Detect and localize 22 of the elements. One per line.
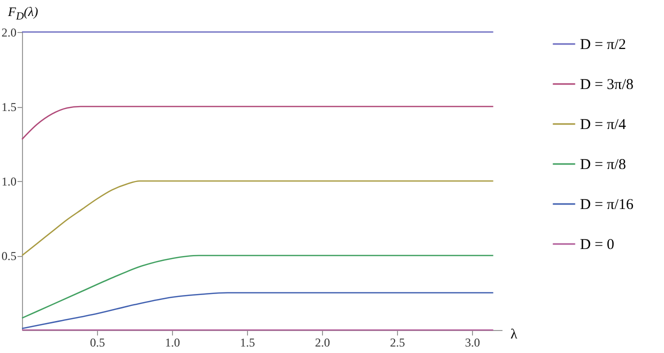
x-tick-label: 2.0 <box>315 336 330 350</box>
legend-label: D = π/2 <box>580 37 626 53</box>
y-axis-title: F$_{D}$(λ) <box>8 4 38 25</box>
legend-label: D = 3π/8 <box>580 77 634 93</box>
legend-label: D = π/16 <box>580 197 634 213</box>
x-tick-label: 1.5 <box>240 336 255 350</box>
x-axis-title: λ <box>510 328 518 342</box>
line-series <box>21 254 494 319</box>
line-series <box>21 292 494 330</box>
x-tick-label: 0.5 <box>90 336 105 350</box>
x-tick-label: 2.5 <box>390 336 405 350</box>
y-tick-label: 0.5 <box>2 249 16 263</box>
x-tick-label: 3.0 <box>465 336 480 350</box>
y-tick-label: 1.5 <box>2 100 16 114</box>
x-tick-label: 1.0 <box>165 336 180 350</box>
line-series <box>21 106 494 140</box>
legend-label: D = 0 <box>580 237 614 253</box>
line-series <box>21 180 494 256</box>
y-tick-label: 1.0 <box>2 174 16 188</box>
legend-label: D = π/4 <box>580 117 627 133</box>
legend-label: D = π/8 <box>580 157 626 173</box>
y-tick-label: 2.0 <box>2 26 16 40</box>
